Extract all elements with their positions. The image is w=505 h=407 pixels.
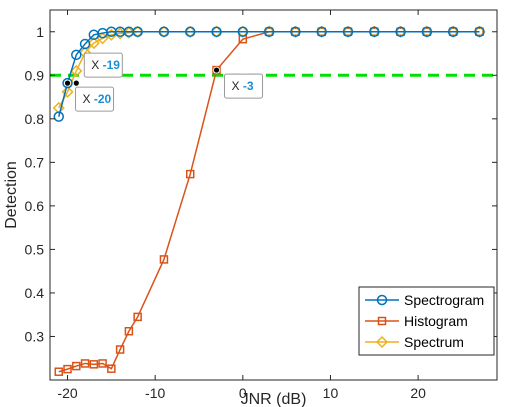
datatip: X -19 <box>72 52 123 87</box>
datatip-value: -3 <box>243 79 254 93</box>
data-point-histogram <box>115 345 125 354</box>
data-point-spectrogram <box>369 26 380 38</box>
data-point-spectrum <box>87 37 100 50</box>
x-tick-label: 10 <box>323 385 339 401</box>
legend: Spectrogram Histogram Spectrum <box>358 286 495 356</box>
data-point-histogram <box>212 65 221 75</box>
data-point-spectrogram <box>237 26 249 38</box>
data-point-histogram <box>80 359 90 368</box>
data-point-spectrogram <box>395 26 406 38</box>
data-point-spectrogram <box>132 26 143 38</box>
x-axis-title: JNR (dB) <box>241 391 307 407</box>
y-tick-label: 0.7 <box>25 154 45 170</box>
y-tick-label: 0.8 <box>25 111 45 127</box>
axes-box <box>49 9 498 381</box>
data-point-spectrogram <box>421 26 433 38</box>
data-point-spectrogram <box>342 26 354 38</box>
legend-item-spectrogram: Spectrogram <box>365 292 484 308</box>
legend-marker <box>375 335 389 349</box>
datatip-label: X -3 <box>232 79 254 93</box>
data-point-histogram <box>124 326 134 336</box>
series-layer <box>52 25 486 376</box>
y-tick-label: 0.9 <box>25 67 45 83</box>
x-tick-label: -20 <box>57 385 77 401</box>
legend-item-spectrum: Spectrum <box>365 334 464 350</box>
data-point-spectrum <box>122 26 135 39</box>
datatip-prefix: X <box>91 58 102 72</box>
data-point-spectrum <box>70 64 83 78</box>
data-point-spectrogram <box>71 49 82 61</box>
data-point-histogram <box>63 364 72 374</box>
datatip-prefix: X <box>232 79 243 93</box>
legend-marker <box>377 316 387 326</box>
y-tick-label: 1 <box>36 24 44 40</box>
datatip-marker <box>64 79 71 87</box>
data-point-histogram <box>185 169 195 179</box>
axes-layer: -20 -10 0 10 20 0.3 0.4 0.5 0.6 0.7 0.8 0.9 1 <box>25 9 498 401</box>
datatip-label: X -19 <box>91 58 120 72</box>
datatip-box <box>83 52 123 78</box>
data-point-spectrogram <box>53 111 65 122</box>
datatip-box <box>75 86 115 112</box>
x-tick-label: 20 <box>410 385 426 401</box>
data-point-histogram <box>107 364 116 373</box>
data-point-spectrogram <box>62 77 73 89</box>
data-point-spectrogram <box>158 26 170 38</box>
data-point-spectrogram <box>184 26 196 38</box>
y-tick-label: 0.3 <box>25 328 45 344</box>
data-point-histogram <box>72 361 81 371</box>
y-tick-label: 0.5 <box>25 241 45 257</box>
data-point-spectrogram <box>316 26 327 38</box>
data-point-histogram <box>133 312 142 322</box>
datatip-value: -20 <box>94 92 112 106</box>
legend-label: Histogram <box>404 313 468 329</box>
datatip-marker <box>72 79 80 87</box>
data-point-spectrogram <box>79 38 91 50</box>
data-point-spectrogram <box>290 26 301 38</box>
datatip-label: X -20 <box>83 92 112 106</box>
data-point-histogram <box>98 359 107 368</box>
y-tick-label: 0.6 <box>25 198 45 214</box>
datatip-box <box>224 73 264 99</box>
data-point-spectrogram <box>211 26 222 38</box>
datatip: X -3 <box>213 66 264 99</box>
x-tick-label: -10 <box>145 385 165 401</box>
legend-marker <box>376 294 388 306</box>
datatip-value: -19 <box>103 58 121 72</box>
y-axis-title: Detection <box>3 161 20 229</box>
series-spectrogram <box>53 26 485 122</box>
legend-label: Spectrogram <box>404 292 484 308</box>
data-point-spectrogram <box>263 26 275 38</box>
datatip-prefix: X <box>83 92 94 106</box>
data-point-histogram <box>159 255 169 264</box>
datatip-layer: X -20X -19X -3 <box>64 52 264 112</box>
data-point-histogram <box>54 367 64 376</box>
x-tick-label: 0 <box>239 385 247 401</box>
data-point-spectrogram <box>474 26 485 38</box>
datatip-marker <box>213 66 220 74</box>
legend-item-histogram: Histogram <box>365 313 468 329</box>
datatip: X -20 <box>64 79 115 112</box>
data-point-spectrogram <box>447 26 459 38</box>
data-point-histogram <box>89 360 99 369</box>
y-tick-label: 0.4 <box>25 285 45 301</box>
legend-label: Spectrum <box>404 334 464 350</box>
data-point-spectrum <box>61 85 74 98</box>
